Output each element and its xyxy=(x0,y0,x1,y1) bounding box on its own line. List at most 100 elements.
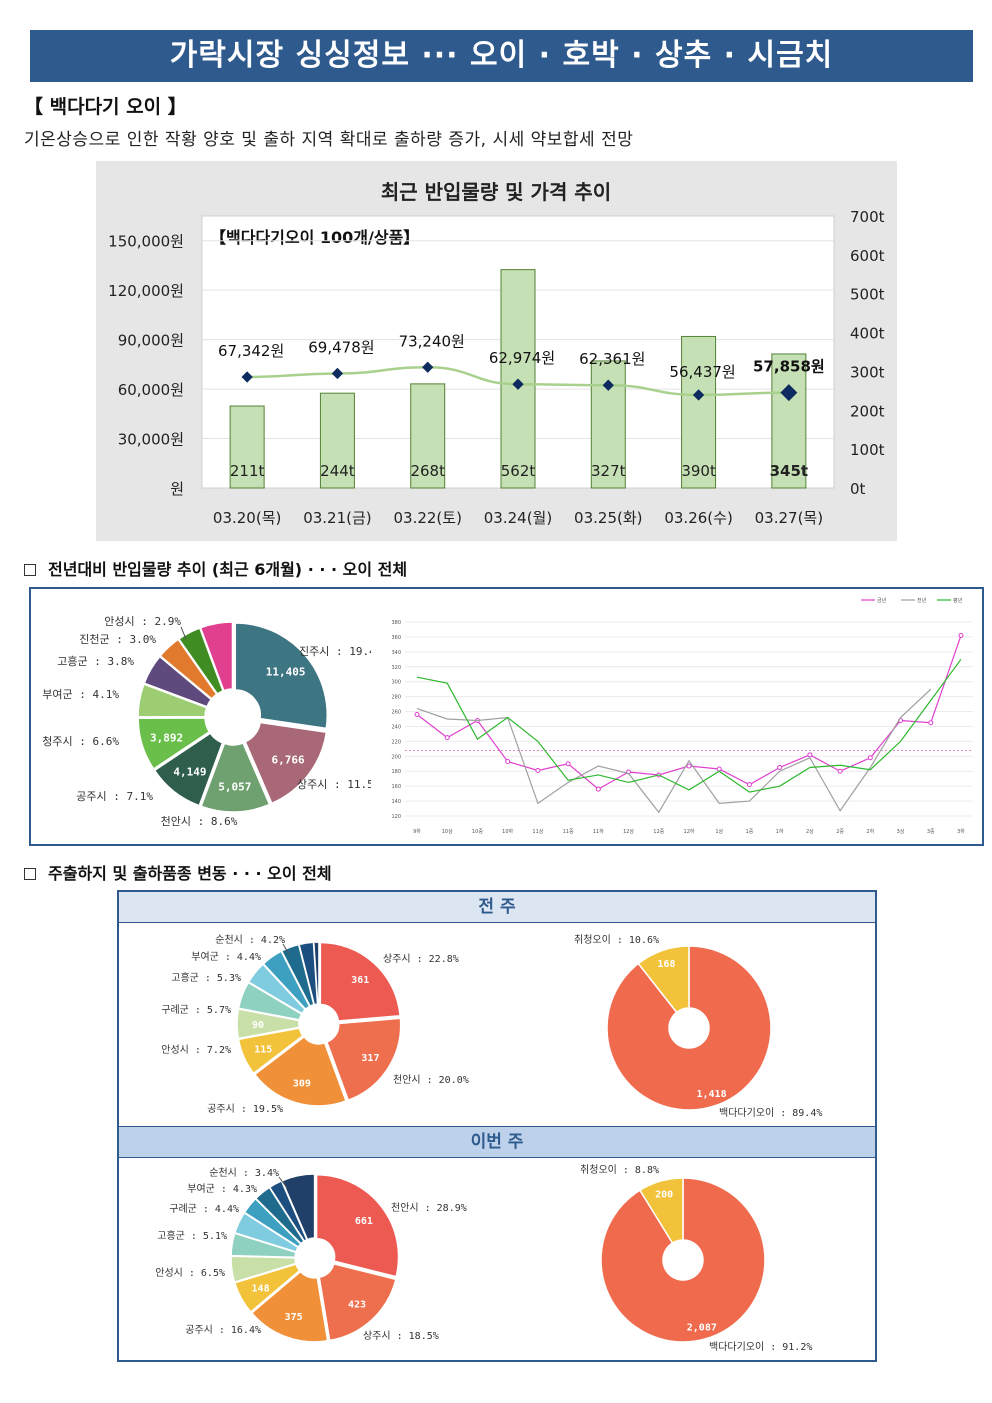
pie-category-label: 구례군 : 4.4% xyxy=(169,1203,239,1215)
pie-slice xyxy=(143,655,213,708)
origin-pies-svg: 361 상주시 : 22.8% 317 천안시 : 20.0% 309 공주시 : 19.… xyxy=(155,934,822,1353)
page-title: 가락시장 싱싱정보 ··· 오이 · 호박 · 상추 · 시금치 xyxy=(30,30,973,82)
series-marker xyxy=(444,735,450,741)
trend-line-svg: 120 140 160 180 200 220 240 260 280 300 320 340 360 3… xyxy=(391,597,973,835)
volume-bar-label: 562t xyxy=(501,462,536,480)
y-right-tick-label: 300t xyxy=(850,363,885,381)
price-label: 73,240원 xyxy=(399,332,465,350)
volume-bar-label: 327t xyxy=(591,462,626,480)
label-leader xyxy=(278,1176,288,1189)
price-label: 62,974원 xyxy=(489,349,555,367)
pie-category-label: 구례군 : 5.7% xyxy=(161,1004,231,1016)
pie-value-label: 115 xyxy=(254,1045,272,1056)
pie-category-label: 공주시 : 16.4% xyxy=(185,1324,261,1336)
pie-value-label: 168 xyxy=(657,959,675,970)
y-left-tick-label: 60,000원 xyxy=(118,381,184,399)
price-label: 56,437원 xyxy=(669,363,735,381)
trend-section-header: 전년대비 반입물량 추이 (최근 6개월) · · · 오이 전체 xyxy=(24,556,407,580)
x-tick-label: 1하 xyxy=(776,828,784,835)
y-tick-label: 220 xyxy=(391,739,401,745)
y-right-tick-label: 700t xyxy=(850,208,885,226)
series-marker xyxy=(535,767,541,773)
y-right-tick-label: 500t xyxy=(850,286,885,304)
label-leader xyxy=(180,626,187,640)
origin-panel: 전 주 이번 주 361 상주시 : 22.8% 317 천안시 : 20.0% 309… xyxy=(117,890,877,1362)
series-marker xyxy=(958,632,964,638)
series-line xyxy=(416,688,932,814)
x-tick-label: 11상 xyxy=(532,828,543,835)
pie-slice xyxy=(137,717,211,770)
price-label: 67,342원 xyxy=(218,342,284,360)
pie-category-label: 안성시 : 6.5% xyxy=(155,1267,225,1279)
y-left-tick-label: 원 xyxy=(170,480,184,498)
x-tick-label: 11중 xyxy=(563,829,574,835)
x-tick-label: 3중 xyxy=(927,829,935,835)
pie-slice xyxy=(318,1262,397,1342)
series-marker xyxy=(746,782,752,788)
y-tick-label: 200 xyxy=(391,754,401,760)
x-tick-label: 12하 xyxy=(684,828,695,835)
pie-value-label: 200 xyxy=(655,1190,673,1201)
y-tick-label: 240 xyxy=(391,724,401,730)
volume-bar xyxy=(229,405,265,489)
volume-bar-label: 390t xyxy=(681,462,716,480)
y-tick-label: 360 xyxy=(391,635,401,641)
pie-category-label: 천안시 : 20.0% xyxy=(393,1074,469,1086)
pie-slice xyxy=(177,627,224,695)
price-label: 69,478원 xyxy=(308,338,374,356)
y-left-tick-label: 120,000원 xyxy=(108,282,184,300)
y-tick-label: 180 xyxy=(391,769,401,775)
pie-slice xyxy=(637,945,690,1014)
pie-slice xyxy=(325,1017,402,1102)
pie-value-label: 661 xyxy=(355,1216,373,1227)
price-label: 57,858원 xyxy=(753,358,825,376)
price-marker xyxy=(602,379,614,391)
x-category-label: 03.27(목) xyxy=(755,509,823,527)
section-description: 기온상승으로 인한 작황 양호 및 출하 지역 확대로 출하량 증가, 시세 약… xyxy=(24,130,634,150)
x-tick-label: 11하 xyxy=(593,828,604,835)
volume-bar xyxy=(590,360,626,489)
pie-slice xyxy=(244,721,328,805)
x-tick-label: 12상 xyxy=(623,828,634,835)
volume-bar-label: 268t xyxy=(410,462,445,480)
pie-value-label: 3,892 xyxy=(150,731,183,744)
x-category-label: 03.26(수) xyxy=(664,509,732,527)
pie-category-label: 취청오이 : 10.6% xyxy=(574,934,659,946)
pie-category-label: 진천군 : 3.0% xyxy=(79,632,156,646)
pie-value-label: 375 xyxy=(285,1312,303,1323)
pie-category-label: 공주시 : 19.5% xyxy=(207,1103,283,1115)
pie-value-label: 2,087 xyxy=(687,1322,717,1333)
pie-value-label: 361 xyxy=(351,975,369,986)
pie-slice xyxy=(159,638,218,700)
pie-category-label: 백다다기오이 : 91.2% xyxy=(709,1341,812,1353)
pie-category-label: 고흥군 : 5.1% xyxy=(157,1229,227,1242)
pie-value-label: 423 xyxy=(348,1300,366,1311)
x-category-label: 03.22(토) xyxy=(393,509,461,527)
x-tick-label: 2상 xyxy=(806,828,814,835)
pie-category-label: 백다다기오이 : 89.4% xyxy=(719,1107,822,1119)
volume-bar xyxy=(319,392,355,489)
x-tick-label: 1상 xyxy=(715,828,723,835)
pie-category-label: 순천시 : 3.4% xyxy=(209,1167,279,1179)
y-right-tick-label: 400t xyxy=(850,325,885,343)
pie-category-label: 부여군 : 4.3% xyxy=(187,1183,257,1195)
x-category-label: 03.24(월) xyxy=(484,509,552,527)
pie-value-label: 317 xyxy=(361,1053,379,1064)
origin-section-header: 주출하지 및 출하품종 변동 · · · 오이 전체 xyxy=(24,860,332,884)
series-marker xyxy=(414,712,420,718)
x-tick-label: 3하 xyxy=(957,828,965,835)
pie-value-label: 148 xyxy=(252,1284,270,1295)
y-right-tick-label: 600t xyxy=(850,247,885,265)
series-marker xyxy=(837,768,843,774)
legend-label: 전년 xyxy=(917,597,927,604)
pie-category-label: 순천시 : 4.2% xyxy=(215,934,285,946)
volume-bar-label: 211t xyxy=(230,462,265,480)
y-right-tick-label: 100t xyxy=(850,441,885,459)
price-marker xyxy=(512,378,524,390)
x-tick-label: 2하 xyxy=(866,828,874,835)
checkbox-icon xyxy=(24,564,36,576)
pie-value-label: 11,405 xyxy=(266,666,306,679)
y-left-tick-label: 150,000원 xyxy=(108,233,184,251)
legend-label: 평년 xyxy=(953,597,963,604)
y-tick-label: 260 xyxy=(391,710,401,716)
